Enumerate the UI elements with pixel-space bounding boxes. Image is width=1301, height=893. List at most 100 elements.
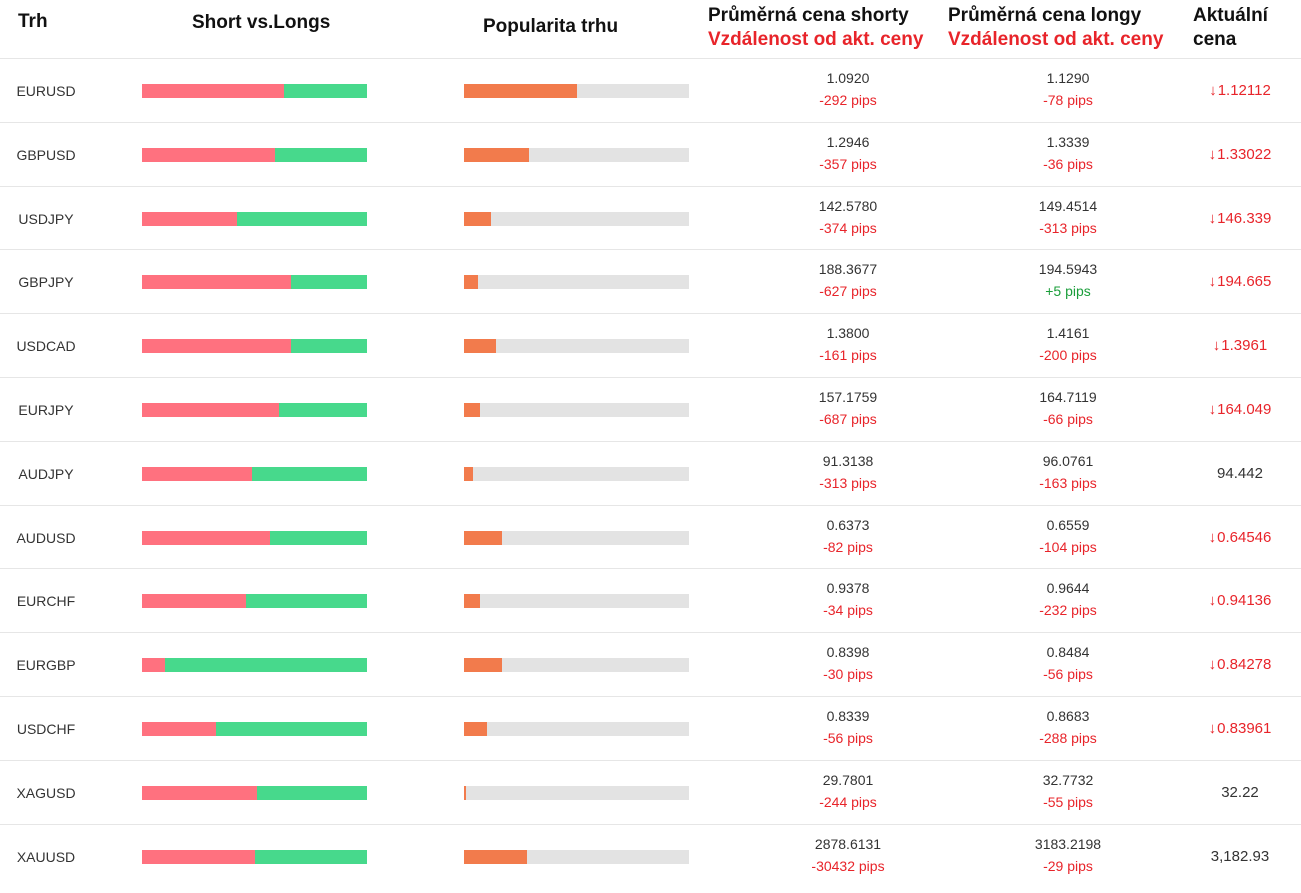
- short-long-bar: [142, 84, 367, 98]
- header-avg-short[interactable]: Průměrná cena shorty Vzdálenost od akt. …: [708, 4, 923, 52]
- short-long-bar: [142, 786, 367, 800]
- header-popularity[interactable]: Popularita trhu: [483, 16, 619, 37]
- popularity-bar: [464, 212, 689, 226]
- symbol-label[interactable]: AUDUSD: [16, 530, 76, 546]
- table-row[interactable]: EURGBP 0.8398 -30 pips 0.8484 -56 pips ↓0.842…: [0, 632, 1301, 697]
- table-header: Trh Short vs.Longs Popularita trhu Průmě…: [0, 0, 1301, 58]
- symbol-label[interactable]: XAUUSD: [16, 849, 76, 865]
- avg-short-distance: -357 pips: [819, 156, 877, 172]
- current-price-value: 32.22: [1221, 784, 1259, 801]
- symbol-label[interactable]: GBPUSD: [16, 147, 76, 163]
- avg-short-distance: -292 pips: [819, 92, 877, 108]
- table-row[interactable]: EURJPY 157.1759 -687 pips 164.7119 -66 pips ↓…: [0, 377, 1301, 442]
- avg-long-price: 164.7119: [1039, 389, 1097, 405]
- avg-short-distance: -34 pips: [823, 602, 873, 618]
- avg-short-price: 0.8339: [826, 708, 870, 724]
- symbol-label[interactable]: XAGUSD: [16, 785, 76, 801]
- current-price-value: 0.84278: [1217, 656, 1272, 673]
- symbol-label[interactable]: GBPJPY: [18, 274, 74, 290]
- avg-short-distance: -30432 pips: [811, 858, 885, 874]
- avg-long-price: 194.5943: [1038, 261, 1098, 277]
- popularity-fill: [464, 339, 496, 353]
- short-long-bar: [142, 212, 367, 226]
- current-price-value: 3,182.93: [1210, 848, 1270, 865]
- avg-short-price: 1.3800: [826, 325, 870, 341]
- short-portion: [142, 658, 165, 672]
- short-long-bar: [142, 275, 367, 289]
- arrow-down-icon: ↓: [1208, 210, 1217, 227]
- symbol-label[interactable]: USDJPY: [18, 211, 74, 227]
- avg-long-distance: -288 pips: [1039, 730, 1097, 746]
- avg-short-price: 0.8398: [826, 644, 870, 660]
- arrow-down-icon: ↓: [1208, 656, 1217, 673]
- header-current-price[interactable]: Aktuální cena: [1193, 4, 1268, 52]
- header-short-vs-long[interactable]: Short vs.Longs: [192, 12, 331, 33]
- short-portion: [142, 148, 275, 162]
- popularity-bar: [464, 594, 689, 608]
- header-avg-long-subtitle: Vzdálenost od akt. ceny: [948, 29, 1164, 50]
- avg-short-distance: -30 pips: [823, 666, 873, 682]
- avg-long-distance: -55 pips: [1043, 794, 1093, 810]
- popularity-fill: [464, 722, 487, 736]
- avg-long-distance: -66 pips: [1043, 411, 1093, 427]
- table-row[interactable]: GBPUSD 1.2946 -357 pips 1.3339 -36 pips ↓1.33…: [0, 122, 1301, 187]
- short-long-bar: [142, 722, 367, 736]
- current-price-value: 1.33022: [1217, 146, 1272, 163]
- short-long-bar: [142, 339, 367, 353]
- header-avg-short-subtitle: Vzdálenost od akt. ceny: [708, 29, 924, 50]
- table-row[interactable]: AUDJPY 91.3138 -313 pips 96.0761 -163 pips 94…: [0, 441, 1301, 506]
- short-portion: [142, 84, 284, 98]
- short-portion: [142, 531, 271, 545]
- current-price-value: 0.94136: [1217, 592, 1272, 609]
- table-row[interactable]: GBPJPY 188.3677 -627 pips 194.5943 +5 pips ↓1…: [0, 249, 1301, 314]
- header-current-subtitle: cena: [1193, 29, 1237, 50]
- symbol-label[interactable]: EURJPY: [18, 402, 74, 418]
- current-price: ↓0.64546: [1180, 506, 1300, 570]
- current-price-value: 0.83961: [1217, 720, 1272, 737]
- popularity-fill: [464, 275, 478, 289]
- avg-long-price: 3183.2198: [1034, 836, 1102, 852]
- header-avg-long[interactable]: Průměrná cena longy Vzdálenost od akt. c…: [948, 4, 1163, 52]
- current-price: ↓0.84278: [1180, 633, 1300, 697]
- avg-short-price: 0.6373: [826, 517, 870, 533]
- table-row[interactable]: USDCAD 1.3800 -161 pips 1.4161 -200 pips ↓1.3…: [0, 313, 1301, 378]
- avg-long-price: 1.3339: [1046, 134, 1090, 150]
- current-price: ↓0.83961: [1180, 697, 1300, 761]
- symbol-label[interactable]: EURGBP: [16, 657, 76, 673]
- table-row[interactable]: XAUUSD 2878.6131 -30432 pips 3183.2198 -29 p…: [0, 824, 1301, 889]
- popularity-bar: [464, 339, 689, 353]
- avg-long-price: 149.4514: [1038, 198, 1098, 214]
- table-row[interactable]: USDCHF 0.8339 -56 pips 0.8683 -288 pips ↓0.83…: [0, 696, 1301, 761]
- avg-short-price: 0.9378: [826, 580, 870, 596]
- short-portion: [142, 722, 217, 736]
- popularity-fill: [464, 403, 480, 417]
- avg-short-distance: -627 pips: [819, 283, 877, 299]
- table-row[interactable]: XAGUSD 29.7801 -244 pips 32.7732 -55 pips 32.…: [0, 760, 1301, 825]
- symbol-label[interactable]: AUDJPY: [18, 466, 74, 482]
- short-long-bar: [142, 403, 367, 417]
- table-row[interactable]: AUDUSD 0.6373 -82 pips 0.6559 -104 pips ↓0.64…: [0, 505, 1301, 570]
- symbol-label[interactable]: EURCHF: [16, 593, 76, 609]
- current-price: 32.22: [1180, 761, 1300, 825]
- avg-short-distance: -687 pips: [819, 411, 877, 427]
- table-row[interactable]: USDJPY 142.5780 -374 pips 149.4514 -313 pips…: [0, 186, 1301, 251]
- avg-long-price: 1.4161: [1046, 325, 1090, 341]
- short-long-bar: [142, 594, 367, 608]
- popularity-bar: [464, 786, 689, 800]
- current-price: ↓0.94136: [1180, 569, 1300, 633]
- avg-short-price: 91.3138: [822, 453, 874, 469]
- arrow-down-icon: ↓: [1208, 529, 1217, 546]
- avg-long-distance: +5 pips: [1045, 283, 1091, 299]
- symbol-label[interactable]: USDCHF: [16, 721, 76, 737]
- short-portion: [142, 850, 255, 864]
- arrow-down-icon: ↓: [1212, 337, 1221, 354]
- header-market[interactable]: Trh: [18, 11, 48, 32]
- current-price-value: 1.3961: [1221, 337, 1268, 354]
- short-portion: [142, 786, 257, 800]
- short-portion: [142, 212, 237, 226]
- table-row[interactable]: EURCHF 0.9378 -34 pips 0.9644 -232 pips ↓0.94…: [0, 568, 1301, 633]
- symbol-label[interactable]: USDCAD: [16, 338, 76, 354]
- symbol-label[interactable]: EURUSD: [16, 83, 76, 99]
- avg-short-price: 2878.6131: [814, 836, 882, 852]
- table-row[interactable]: EURUSD 1.0920 -292 pips 1.1290 -78 pips ↓1.12…: [0, 58, 1301, 123]
